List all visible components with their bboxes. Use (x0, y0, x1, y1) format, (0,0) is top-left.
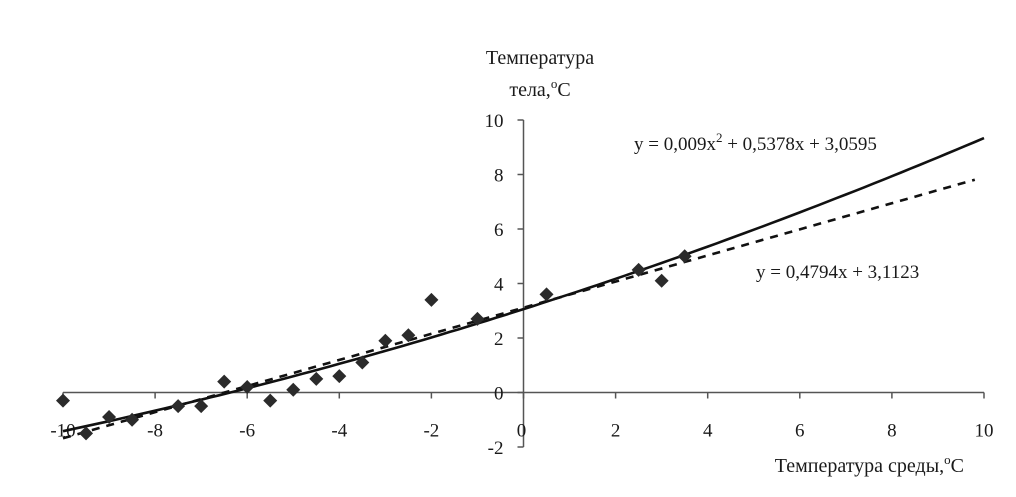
data-point (470, 311, 485, 326)
data-point (194, 399, 209, 414)
data-point (102, 410, 117, 425)
x-tick-label: 10 (975, 421, 994, 442)
data-point (171, 399, 186, 414)
x-tick-label: 2 (611, 421, 621, 442)
y-tick-label: -2 (488, 438, 504, 459)
data-point (263, 393, 278, 408)
y-tick-label: 2 (494, 329, 504, 350)
data-point (401, 328, 416, 343)
data-point (654, 273, 669, 288)
poly-trendline (62, 136, 985, 433)
data-point (424, 292, 439, 307)
data-point (631, 262, 646, 277)
data-point (125, 412, 140, 427)
data-point (332, 369, 347, 384)
y-axis-title-line2: тела,oC (509, 76, 570, 101)
y-tick-label: 6 (494, 220, 504, 241)
x-tick-label: 0 (517, 421, 527, 442)
y-ticks: -2 0 2 4 6 8 10 (485, 111, 524, 459)
poly-equation: y = 0,009x2 + 0,5378x + 3,0595 (634, 130, 877, 155)
linear-trendline (62, 178, 976, 440)
data-point (240, 380, 255, 395)
data-point (355, 355, 370, 370)
x-tick-label: 8 (887, 421, 897, 442)
data-point (217, 374, 232, 389)
data-point (56, 393, 70, 408)
y-tick-label: 0 (494, 384, 504, 405)
x-axis-title: Температура среды,oC (775, 452, 964, 477)
data-point (286, 382, 301, 397)
x-tick-label: -6 (239, 421, 255, 442)
x-tick-label: -2 (423, 421, 439, 442)
y-tick-label: 8 (494, 166, 504, 187)
data-point (79, 426, 94, 441)
y-axis-title-line1: Температура (486, 47, 594, 69)
x-ticks: -10 -8 -6 -4 -2 0 2 4 6 8 10 (50, 392, 994, 442)
data-point (539, 287, 554, 302)
data-point (378, 333, 393, 348)
x-tick-label: 6 (795, 421, 805, 442)
linear-equation: y = 0,4794x + 3,1123 (756, 262, 919, 283)
y-tick-label: 10 (485, 111, 504, 132)
data-point (677, 249, 692, 264)
x-tick-label: 4 (703, 421, 713, 442)
data-points (56, 249, 692, 441)
data-point (309, 371, 324, 386)
y-tick-label: 4 (494, 275, 504, 296)
x-tick-label: -4 (331, 421, 347, 442)
x-tick-label: -8 (147, 421, 163, 442)
